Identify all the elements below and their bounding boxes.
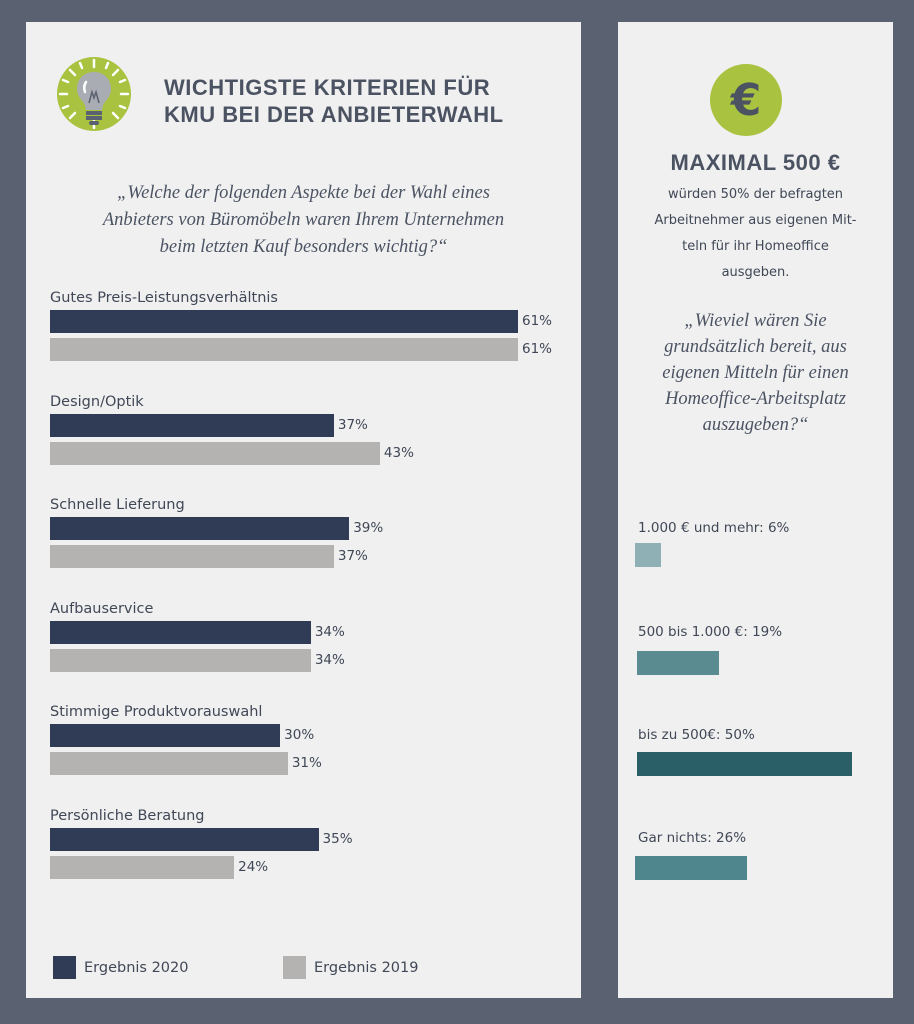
bar-2020 bbox=[50, 620, 311, 644]
budget-bar bbox=[637, 752, 852, 776]
bar-2020 bbox=[50, 413, 334, 437]
budget-bar bbox=[637, 651, 719, 675]
bar-2020 bbox=[50, 724, 281, 747]
legend-swatch-2019 bbox=[283, 956, 306, 979]
question-line: „Welche der folgenden Aspekte bei der Wa… bbox=[117, 183, 490, 203]
legend-swatch-2020 bbox=[53, 956, 76, 979]
question-line: Anbieters von Büromöbeln waren Ihrem Unt… bbox=[102, 210, 505, 230]
question-line: auszugeben?“ bbox=[702, 415, 809, 435]
bar-value-label: 35% bbox=[322, 830, 353, 847]
question-line: eigenen Mitteln für einen bbox=[662, 363, 849, 383]
category-label: Schnelle Lieferung bbox=[50, 497, 185, 513]
bar-2019 bbox=[50, 752, 288, 775]
budget-option-label: Gar nichts: 26% bbox=[638, 830, 747, 846]
budget-bar bbox=[635, 543, 661, 567]
bar-value-label: 37% bbox=[337, 548, 368, 564]
bar-value-label: 30% bbox=[284, 727, 315, 743]
description-line: teln für ihr Homeoffice bbox=[682, 239, 829, 254]
bar-2020 bbox=[50, 310, 518, 333]
budget-bar bbox=[635, 856, 747, 880]
category-label: Aufbauservice bbox=[50, 600, 154, 617]
category-label: Gutes Preis-Leistungsverhältnis bbox=[50, 290, 278, 306]
bar-2019 bbox=[50, 855, 235, 879]
question-line: Homeoffice-Arbeitsplatz bbox=[665, 389, 846, 409]
bar-value-label: 43% bbox=[383, 444, 414, 461]
bar-value-label: 34% bbox=[314, 623, 345, 640]
legend-item-2020: Ergebnis 2020 bbox=[53, 956, 188, 979]
title-line: WICHTIGSTE KRITERIEN FÜR bbox=[164, 75, 491, 100]
title-line: KMU BEI DER ANBIETERWAHL bbox=[164, 102, 504, 127]
question-line: beim letzten Kauf besonders wichtig?“ bbox=[159, 237, 448, 257]
max-description: würden 50% der befragten Arbeitnehmer au… bbox=[648, 182, 863, 286]
bar-2020 bbox=[50, 827, 319, 851]
survey-question: „Welche der folgenden Aspekte bei der Wa… bbox=[56, 180, 551, 261]
criteria-panel: WICHTIGSTE KRITERIEN FÜR KMU BEI DER ANB… bbox=[26, 22, 581, 998]
max-title: MAXIMAL 500 € bbox=[670, 150, 841, 175]
description-line: ausgeben. bbox=[721, 265, 790, 280]
euro-symbol: € bbox=[730, 74, 762, 126]
budget-option-label: 1.000 € und mehr: 6% bbox=[638, 520, 790, 536]
category-label: Design/Optik bbox=[50, 393, 144, 410]
budget-panel: € MAXIMAL 500 € würden 50% der befragten… bbox=[618, 22, 893, 998]
budget-question: „Wieviel wären Sie grundsätzlich bereit,… bbox=[638, 308, 873, 438]
budget-option-label: bis zu 500€: 50% bbox=[638, 727, 755, 743]
bar-2019 bbox=[50, 338, 518, 361]
budget-option-label: 500 bis 1.000 €: 19% bbox=[638, 624, 783, 640]
page-title: WICHTIGSTE KRITERIEN FÜR KMU BEI DER ANB… bbox=[164, 74, 564, 128]
legend-item-2019: Ergebnis 2019 bbox=[283, 956, 418, 979]
bar-value-label: 61% bbox=[522, 341, 553, 357]
description-line: würden 50% der befragten bbox=[667, 187, 844, 202]
bar-2019 bbox=[50, 441, 380, 465]
legend-label-2019: Ergebnis 2019 bbox=[314, 959, 419, 976]
bar-value-label: 39% bbox=[353, 520, 384, 536]
legend-label-2020: Ergebnis 2020 bbox=[84, 959, 189, 976]
category-label: Stimmige Produktvorauswahl bbox=[50, 704, 263, 720]
bar-value-label: 24% bbox=[238, 858, 269, 875]
bar-value-label: 37% bbox=[337, 416, 368, 433]
bar-2019 bbox=[50, 545, 334, 568]
lightbulb-icon bbox=[56, 56, 132, 132]
question-line: „Wieviel wären Sie bbox=[684, 311, 827, 331]
bar-2019 bbox=[50, 648, 311, 672]
bar-value-label: 31% bbox=[291, 755, 322, 771]
bar-2020 bbox=[50, 517, 350, 540]
bar-value-label: 34% bbox=[314, 651, 345, 668]
euro-icon: € bbox=[710, 64, 782, 136]
category-label: Persönliche Beratung bbox=[50, 807, 205, 824]
description-line: Arbeitnehmer aus eigenen Mit- bbox=[654, 213, 857, 228]
question-line: grundsätzlich bereit, aus bbox=[664, 337, 847, 357]
bar-value-label: 61% bbox=[522, 313, 553, 329]
